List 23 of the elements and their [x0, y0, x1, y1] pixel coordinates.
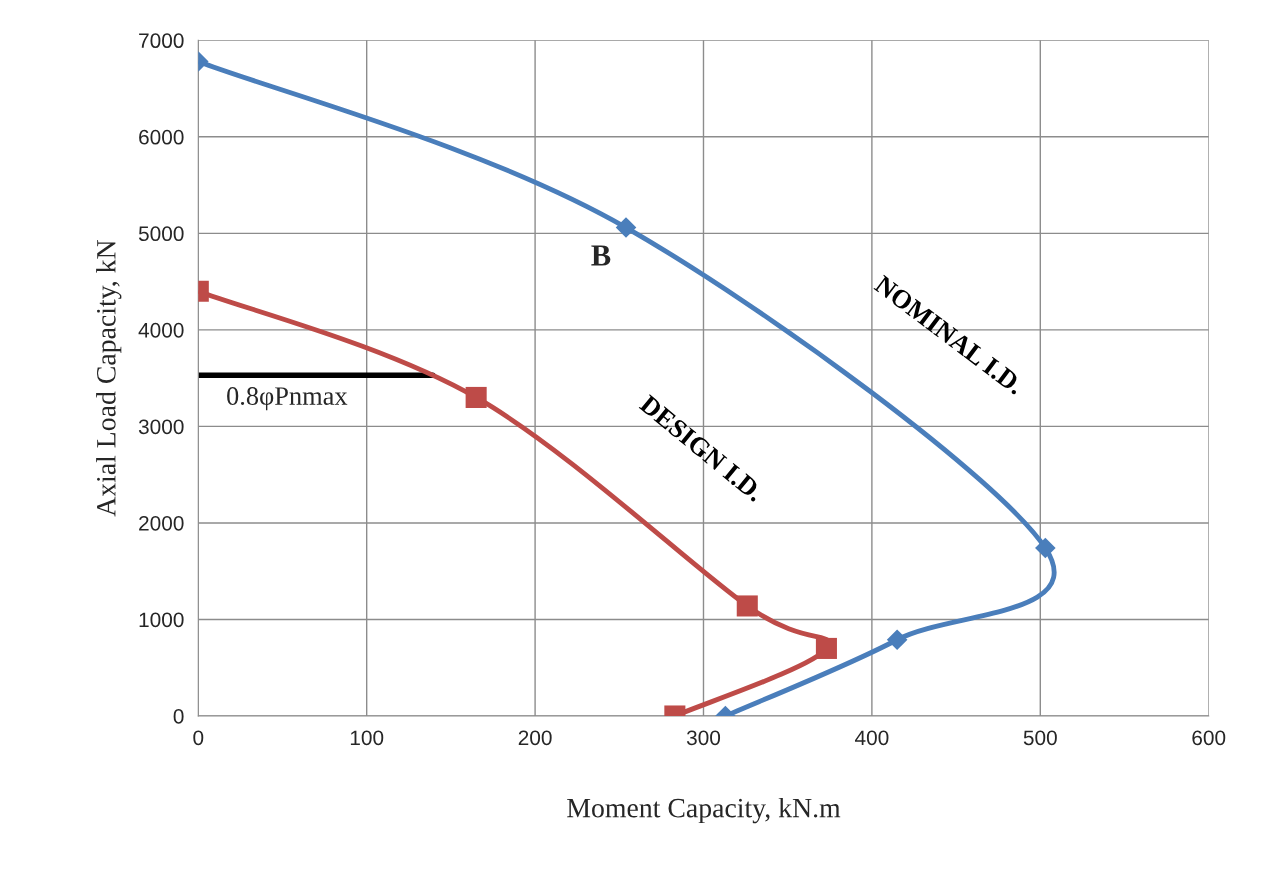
x-axis-title: Moment Capacity, kN.m — [567, 797, 841, 824]
point — [886, 629, 908, 651]
y-tick-label: 4000 — [138, 322, 184, 338]
y-axis-title: Axial Load Capacity, kN — [96, 240, 122, 517]
ref-line-label: 0.8φPnmax — [227, 387, 348, 411]
point — [815, 637, 837, 659]
y-tick-label: 1000 — [139, 612, 184, 628]
x-tick-label: 300 — [686, 730, 721, 746]
y-tick-label: 3000 — [138, 419, 184, 435]
x-tick-label: 200 — [518, 730, 552, 746]
point — [736, 595, 758, 617]
x-tick-label: 400 — [854, 730, 889, 746]
x-tick-label: 500 — [1023, 730, 1057, 746]
y-tick-label: 7000 — [139, 33, 184, 49]
y-tick-label: 5000 — [138, 226, 184, 242]
x-tick-label: 600 — [1192, 730, 1226, 746]
x-tick-label: 100 — [350, 730, 384, 746]
annotation: B — [591, 245, 611, 266]
y-tick-label: 6000 — [139, 129, 184, 145]
x-tick-label: 0 — [193, 730, 204, 746]
point — [615, 217, 637, 238]
y-tick-label: 0 — [173, 709, 184, 724]
y-tick-label: 2000 — [139, 515, 184, 531]
